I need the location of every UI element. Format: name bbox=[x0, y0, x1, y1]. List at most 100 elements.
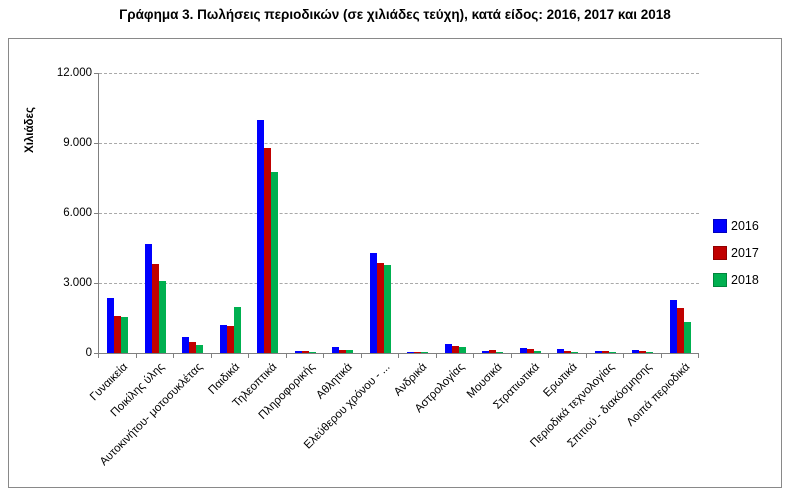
legend-label: 2016 bbox=[731, 219, 759, 233]
bar-2016 bbox=[407, 352, 415, 353]
bar-2017 bbox=[301, 351, 309, 353]
bar-2017 bbox=[376, 263, 384, 353]
bar-2018 bbox=[158, 281, 166, 353]
bar-2018 bbox=[308, 352, 316, 353]
legend-item-2018: 2018 bbox=[713, 273, 759, 287]
bar-2017 bbox=[414, 352, 422, 353]
bar-2017 bbox=[339, 350, 347, 353]
gridline bbox=[99, 73, 699, 74]
y-tick-label: 6.000 bbox=[63, 207, 92, 219]
y-tick-mark bbox=[94, 283, 98, 284]
bar-2018 bbox=[383, 265, 391, 353]
x-tick-mark bbox=[623, 354, 624, 358]
bar-2018 bbox=[608, 352, 616, 353]
bar-2017 bbox=[564, 351, 572, 353]
bar-2017 bbox=[676, 308, 684, 353]
bar-2018 bbox=[571, 352, 579, 353]
bar-2016 bbox=[444, 344, 452, 353]
bar-2017 bbox=[114, 316, 122, 353]
x-category-label: Παιδικά bbox=[206, 361, 243, 397]
bar-2016 bbox=[557, 349, 565, 353]
bar-group bbox=[594, 351, 616, 353]
gridline bbox=[99, 213, 699, 214]
bar-group bbox=[332, 347, 354, 353]
bar-group bbox=[219, 307, 241, 353]
bar-2016 bbox=[219, 325, 227, 353]
bar-2016 bbox=[669, 300, 677, 353]
bar-2016 bbox=[144, 244, 152, 353]
bar-2017 bbox=[264, 148, 272, 353]
bar-2017 bbox=[489, 350, 497, 353]
bar-2017 bbox=[526, 349, 534, 353]
bar-2018 bbox=[233, 307, 241, 353]
bar-group bbox=[519, 348, 541, 353]
y-axis-title: Χιλιάδες bbox=[24, 107, 36, 153]
bar-2016 bbox=[257, 120, 265, 353]
x-category-label: Ανδρικά bbox=[392, 361, 430, 399]
x-tick-mark bbox=[660, 354, 662, 358]
bar-group bbox=[669, 300, 691, 353]
y-tick-mark bbox=[94, 213, 98, 214]
x-tick-mark bbox=[360, 354, 362, 358]
legend-label: 2018 bbox=[731, 273, 759, 287]
x-tick-mark bbox=[548, 354, 549, 358]
bar-group bbox=[257, 120, 279, 353]
bar-2017 bbox=[151, 264, 159, 353]
x-tick-mark bbox=[285, 354, 287, 358]
x-tick-mark bbox=[585, 354, 587, 358]
x-tick-mark bbox=[435, 354, 437, 358]
bar-2017 bbox=[226, 326, 234, 353]
chart-area: Χιλιάδες 0 3.000 6.000 9.000 12.000 Γυναικεί… bbox=[8, 38, 782, 488]
x-tick-mark bbox=[173, 354, 174, 358]
legend-item-2017: 2017 bbox=[713, 246, 759, 260]
bar-2018 bbox=[271, 172, 279, 353]
legend-swatch-icon bbox=[713, 273, 727, 287]
bar-2017 bbox=[601, 351, 609, 353]
x-tick-mark bbox=[98, 354, 99, 358]
gridline bbox=[99, 283, 699, 284]
bar-2018 bbox=[458, 347, 466, 353]
bar-2016 bbox=[519, 348, 527, 353]
bar-2017 bbox=[639, 351, 647, 353]
bar-2018 bbox=[121, 317, 129, 353]
bar-2016 bbox=[594, 351, 602, 353]
y-tick-mark bbox=[94, 73, 98, 74]
y-tick-label: 9.000 bbox=[63, 137, 92, 149]
x-tick-mark bbox=[323, 354, 324, 358]
y-tick-mark bbox=[94, 143, 98, 144]
plot-area bbox=[98, 73, 699, 354]
bar-2018 bbox=[683, 322, 691, 353]
bar-2017 bbox=[451, 346, 459, 353]
y-tick-mark bbox=[94, 353, 98, 354]
bar-2016 bbox=[182, 337, 190, 353]
x-tick-mark bbox=[210, 354, 212, 358]
bar-2016 bbox=[107, 298, 115, 353]
bar-group bbox=[557, 349, 579, 353]
bar-group bbox=[632, 350, 654, 353]
bar-group bbox=[182, 337, 204, 353]
x-tick-mark bbox=[135, 354, 137, 358]
legend-label: 2017 bbox=[731, 246, 759, 260]
legend: 2016 2017 2018 bbox=[713, 219, 759, 300]
bar-2016 bbox=[294, 351, 302, 353]
bar-group bbox=[144, 244, 166, 353]
y-tick-label: 3.000 bbox=[63, 277, 92, 289]
bar-2016 bbox=[482, 351, 490, 353]
y-tick-label: 12.000 bbox=[56, 67, 92, 79]
x-tick-mark bbox=[473, 354, 474, 358]
bar-2018 bbox=[196, 345, 204, 353]
bar-2016 bbox=[369, 253, 377, 353]
bar-group bbox=[369, 253, 391, 353]
x-tick-mark bbox=[510, 354, 512, 358]
bar-2018 bbox=[421, 352, 429, 353]
legend-swatch-icon bbox=[713, 219, 727, 233]
bar-2016 bbox=[632, 350, 640, 353]
bar-2017 bbox=[189, 342, 197, 353]
gridline bbox=[99, 143, 699, 144]
bar-2018 bbox=[533, 351, 541, 353]
bar-2018 bbox=[646, 352, 654, 353]
y-tick-label: 0 bbox=[85, 347, 92, 359]
bar-group bbox=[444, 344, 466, 353]
bar-2018 bbox=[346, 350, 354, 353]
